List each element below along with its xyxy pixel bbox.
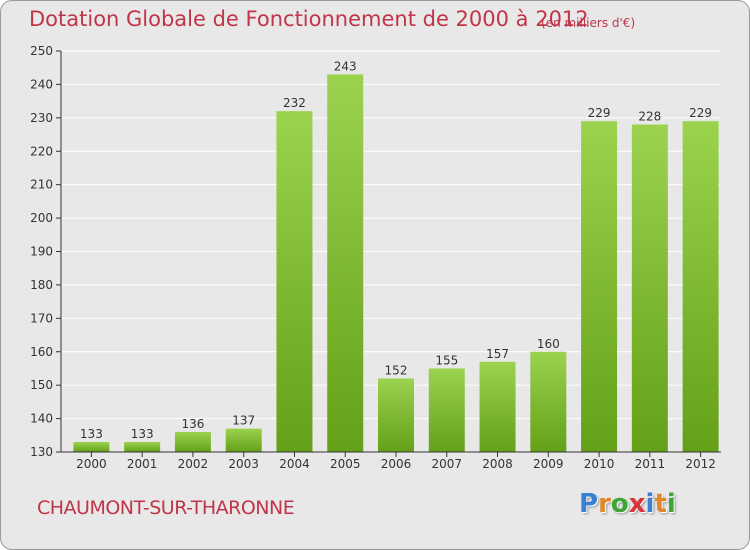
- data-label: 133: [131, 427, 154, 441]
- data-label: 155: [435, 353, 458, 367]
- bar: [174, 431, 211, 452]
- y-tick-label: 130: [30, 445, 53, 459]
- data-label: 137: [232, 414, 255, 428]
- x-tick-label: 2010: [584, 457, 615, 471]
- x-tick-label: 2007: [431, 457, 462, 471]
- y-tick-label: 150: [30, 378, 53, 392]
- bar: [73, 441, 110, 452]
- data-label: 157: [486, 347, 509, 361]
- y-tick-label: 240: [30, 77, 53, 91]
- bar: [682, 121, 719, 453]
- bar: [581, 121, 618, 453]
- data-label: 243: [334, 59, 357, 73]
- data-label: 229: [588, 106, 611, 120]
- x-tick-label: 2001: [127, 457, 158, 471]
- y-tick-label: 220: [30, 144, 53, 158]
- logo-letter: x: [628, 489, 646, 519]
- y-tick-label: 230: [30, 111, 53, 125]
- y-tick-label: 200: [30, 211, 53, 225]
- x-tick-label: 2009: [533, 457, 564, 471]
- x-tick-label: 2003: [228, 457, 259, 471]
- x-tick-label: 2008: [482, 457, 513, 471]
- commune-name: CHAUMONT-SUR-THARONNE: [37, 497, 295, 519]
- y-tick-label: 210: [30, 178, 53, 192]
- x-tick-label: 2000: [76, 457, 107, 471]
- bar: [428, 368, 465, 452]
- proxiti-logo: Proxiti: [579, 489, 676, 519]
- bar: [479, 361, 516, 452]
- data-label: 152: [385, 363, 408, 377]
- y-tick-label: 140: [30, 412, 53, 426]
- data-label: 229: [689, 106, 712, 120]
- x-tick-label: 2011: [635, 457, 666, 471]
- data-label: 232: [283, 96, 306, 110]
- chart-title: Dotation Globale de Fonctionnement de 20…: [29, 7, 589, 31]
- data-label: 133: [80, 427, 103, 441]
- y-tick-label: 250: [30, 44, 53, 58]
- data-label: 160: [537, 337, 560, 351]
- logo-letter: P: [579, 489, 599, 519]
- logo-letter: o: [610, 489, 629, 519]
- logo-letter: i: [666, 489, 676, 519]
- y-tick-label: 180: [30, 278, 53, 292]
- bar: [631, 124, 668, 453]
- bar: [327, 74, 364, 453]
- logo-letter: i: [645, 489, 655, 519]
- bar: [530, 351, 567, 452]
- x-tick-label: 2005: [330, 457, 361, 471]
- logo-letter: r: [598, 489, 611, 519]
- x-tick-label: 2002: [178, 457, 209, 471]
- bar: [225, 428, 262, 452]
- data-label: 228: [638, 110, 661, 124]
- y-tick-label: 170: [30, 311, 53, 325]
- chart-subtitle: (en milliers d'€): [541, 16, 636, 30]
- bar: [378, 378, 414, 452]
- bar: [276, 111, 313, 453]
- logo-letter: t: [654, 489, 667, 519]
- x-tick-label: 2006: [381, 457, 412, 471]
- x-tick-label: 2012: [685, 457, 716, 471]
- data-label: 136: [181, 417, 204, 431]
- x-tick-label: 2004: [279, 457, 310, 471]
- y-tick-label: 160: [30, 345, 53, 359]
- y-tick-label: 190: [30, 245, 53, 259]
- bar: [124, 441, 161, 452]
